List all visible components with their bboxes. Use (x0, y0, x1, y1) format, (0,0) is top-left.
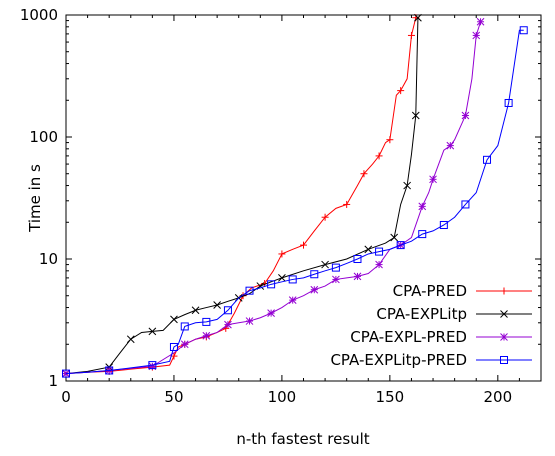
data-point (62, 369, 70, 378)
x-tick-label: 50 (164, 388, 183, 406)
legend-marker (500, 333, 508, 341)
data-point (407, 31, 415, 39)
data-point (105, 366, 114, 375)
data-point (390, 233, 399, 242)
data-point (267, 280, 276, 289)
data-point (386, 136, 394, 144)
data-point (321, 260, 329, 269)
x-tick-label: 100 (268, 388, 297, 406)
data-point (429, 175, 437, 184)
data-point (202, 317, 211, 326)
data-point (439, 220, 448, 229)
data-point (414, 13, 422, 22)
data-point (331, 263, 340, 272)
legend-marker (500, 310, 508, 318)
data-point (245, 286, 254, 295)
data-point (223, 306, 232, 315)
legend-marker (500, 287, 508, 295)
data-point (310, 285, 319, 294)
data-point (148, 327, 157, 336)
data-point (126, 335, 135, 344)
data-point (180, 340, 189, 349)
data-point (504, 98, 513, 107)
legend-label: CPA-EXPLitp (376, 305, 467, 323)
data-point (202, 331, 211, 340)
series-cpa-explitp-pred (62, 26, 528, 378)
data-point (191, 306, 200, 315)
x-tick-label: 0 (61, 388, 71, 406)
legend-label: CPA-PRED (393, 282, 467, 300)
data-point (375, 247, 384, 256)
data-point (224, 320, 232, 329)
data-point (213, 301, 221, 309)
y-tick-label: 1 (48, 372, 58, 390)
x-ticks: 0 50 100 150 200 (61, 15, 520, 406)
data-point (343, 200, 351, 208)
data-point (411, 111, 420, 120)
data-point (397, 87, 405, 95)
data-point (267, 309, 275, 317)
data-point (375, 152, 383, 160)
data-point (375, 260, 383, 269)
y-axis-label: Time in s (26, 164, 44, 233)
data-point (148, 361, 157, 370)
series-line (65, 21, 482, 375)
data-point (169, 342, 178, 351)
data-point (288, 296, 297, 304)
data-point (353, 255, 362, 263)
y-ticks: 1 10 100 1000 (20, 6, 541, 390)
legend-marker (500, 356, 508, 364)
x-tick-label: 150 (376, 388, 405, 406)
series-line (65, 29, 524, 375)
data-point (476, 17, 485, 26)
legend-label: CPA-EXPL-PRED (350, 328, 467, 346)
data-point (288, 275, 297, 284)
data-point (300, 241, 307, 249)
data-point (353, 272, 362, 281)
data-point (461, 200, 470, 209)
legend: CPA-PRED CPA-EXPLitp CPA-EXPL-PRED CPA-EXPL… (330, 282, 532, 369)
data-point (360, 170, 368, 178)
data-point (483, 155, 492, 164)
data-point (364, 245, 373, 254)
data-point (278, 250, 286, 258)
data-point (180, 322, 189, 331)
series-layer (62, 13, 528, 378)
data-point (472, 31, 481, 40)
y-tick-label: 10 (39, 250, 58, 268)
data-point (446, 141, 455, 150)
data-point (332, 275, 340, 284)
data-point (321, 213, 329, 221)
series-line (65, 17, 419, 375)
data-point (245, 317, 254, 325)
data-point (519, 26, 528, 35)
y-tick-label: 1000 (20, 6, 58, 24)
data-point (461, 111, 470, 120)
data-point (278, 274, 286, 282)
x-tick-label: 200 (483, 388, 512, 406)
x-axis-label: n-th fastest result (236, 430, 369, 448)
data-point (310, 270, 319, 279)
legend-label: CPA-EXPLitp-PRED (330, 351, 467, 369)
y-tick-label: 100 (29, 128, 58, 146)
series-cpa-expl-pred (62, 17, 485, 378)
data-point (170, 315, 178, 324)
data-point (418, 202, 427, 211)
data-point (418, 230, 427, 239)
series-line (65, 17, 417, 375)
plot-frame (65, 14, 542, 382)
data-point (403, 181, 411, 190)
data-point (396, 241, 405, 250)
